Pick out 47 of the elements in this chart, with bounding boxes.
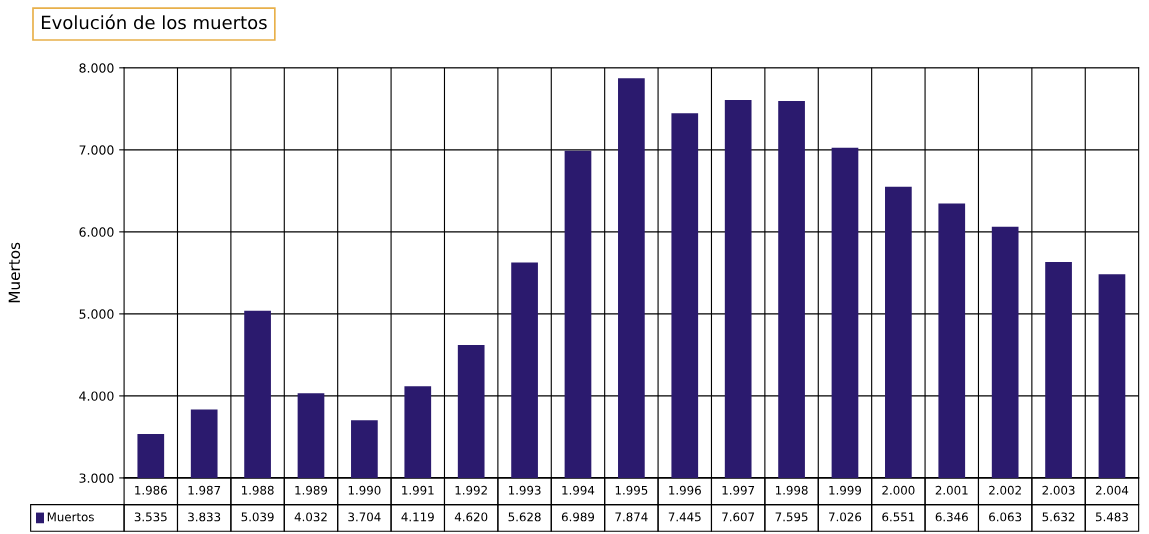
x-tick-label: 1.997 <box>722 485 755 495</box>
legend-label: Muertos <box>47 512 94 522</box>
data-label: 5.628 <box>508 512 541 522</box>
y-tick-label: 5.000 <box>79 309 114 319</box>
y-axis-title: Muertos <box>8 242 21 303</box>
x-tick-label: 2.003 <box>1042 485 1075 495</box>
data-label: 3.833 <box>188 512 221 522</box>
x-tick-label: 2.004 <box>1095 485 1129 495</box>
x-tick-label: 2.000 <box>882 485 915 495</box>
x-tick-label: 1.996 <box>669 485 701 495</box>
x-tick-label: 1.993 <box>508 485 541 495</box>
x-tick-label: 1.990 <box>348 485 381 495</box>
data-label: 6.551 <box>882 512 915 522</box>
x-tick-label: 1.986 <box>135 485 167 495</box>
x-tick-label: 1.988 <box>241 485 274 495</box>
y-tick-label: 7.000 <box>79 145 114 155</box>
data-label: 4.032 <box>294 512 327 522</box>
data-label: 4.620 <box>454 512 488 522</box>
data-label: 6.989 <box>561 512 595 522</box>
y-tick-label: 6.000 <box>79 227 114 237</box>
x-tick-label: 1.999 <box>829 485 862 495</box>
x-tick-label: 2.002 <box>989 485 1021 495</box>
chart-title: Evolución de los muertos <box>41 14 267 30</box>
x-tick-label: 2.001 <box>935 485 968 495</box>
x-tick-label: 1.989 <box>295 485 328 495</box>
data-label: 6.346 <box>935 512 968 522</box>
x-tick-label: 1.992 <box>455 485 487 495</box>
data-label: 7.874 <box>615 512 648 522</box>
y-tick-label: 4.000 <box>79 391 114 401</box>
y-tick-label: 8.000 <box>79 63 114 73</box>
data-label: 7.607 <box>722 512 755 522</box>
data-label: 5.483 <box>1095 512 1128 522</box>
data-label: 7.595 <box>775 512 808 522</box>
x-tick-label: 1.991 <box>402 485 434 495</box>
data-label: 3.704 <box>348 512 381 522</box>
data-label: 5.039 <box>241 512 274 522</box>
data-label: 3.535 <box>134 512 167 522</box>
data-label: 5.632 <box>1042 512 1075 522</box>
x-tick-label: 1.987 <box>188 485 221 495</box>
x-tick-label: 1.995 <box>615 485 648 495</box>
data-label: 7.026 <box>829 512 862 522</box>
y-tick-label: 3.000 <box>79 473 114 483</box>
data-label: 6.063 <box>989 512 1022 522</box>
data-label: 7.445 <box>668 512 701 522</box>
x-tick-label: 1.994 <box>562 485 595 495</box>
x-tick-label: 1.998 <box>775 485 808 495</box>
data-label: 4.119 <box>401 512 434 522</box>
